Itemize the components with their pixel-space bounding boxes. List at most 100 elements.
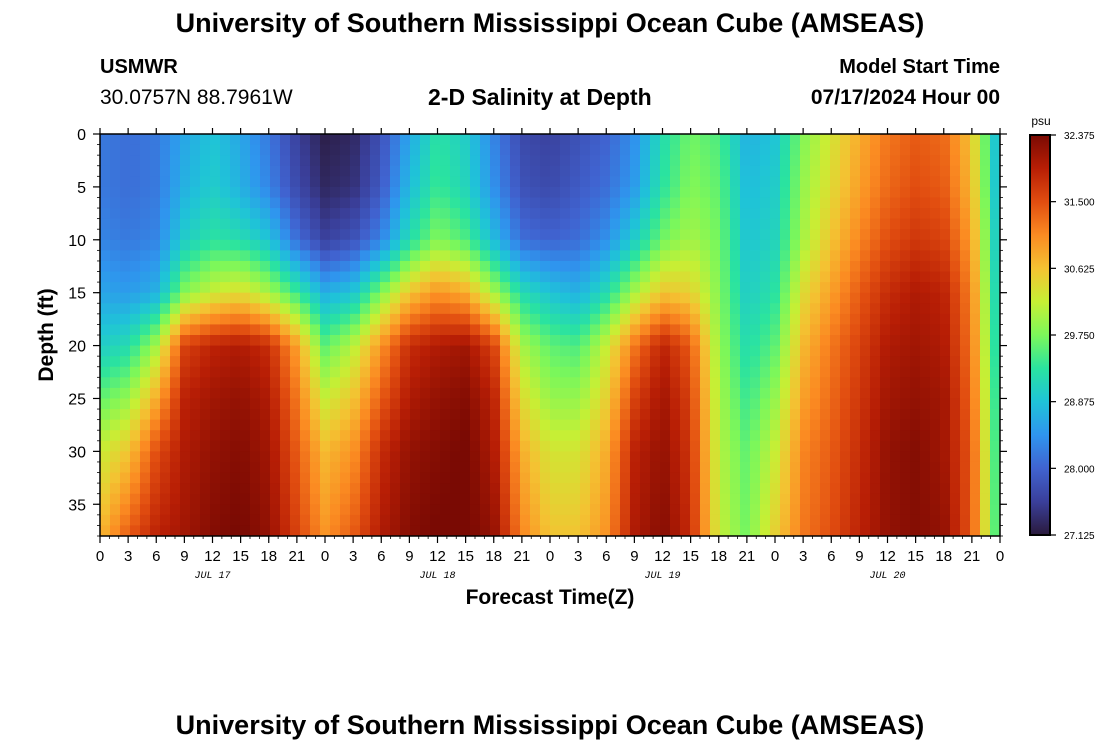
heatmap-cell [210,239,221,251]
heatmap-cell [720,440,731,452]
heatmap-cell [740,366,751,378]
heatmap-cell [890,260,901,273]
heatmap-cell [410,250,421,262]
heatmap-cell [770,260,781,273]
heatmap-cell [580,472,591,484]
heatmap-cell [860,218,871,230]
heatmap-cell [130,387,141,400]
heatmap-cell [680,483,691,495]
heatmap-cell [770,409,781,421]
heatmap-cell [850,208,861,220]
heatmap-cell [400,155,411,167]
heatmap-cell [100,377,111,389]
heatmap-cell [240,377,251,389]
heatmap-cell [480,483,491,495]
heatmap-cell [570,313,581,326]
station-id: USMWR [100,56,178,78]
x-tick-label: 9 [405,548,413,565]
heatmap-cell [630,472,641,484]
heatmap-cell [670,472,681,484]
heatmap-cell [570,197,581,209]
heatmap-cell [980,282,991,294]
colorbar [1029,134,1051,536]
heatmap-cell [370,356,381,368]
heatmap-cell [540,208,551,220]
heatmap-cell [240,282,251,294]
heatmap-cell [570,260,581,273]
y-tick-label: 5 [77,180,86,197]
heatmap-cell [730,239,741,251]
heatmap-cell [390,472,401,484]
heatmap-cell [460,303,471,315]
heatmap-cell [450,303,461,315]
heatmap-cell [300,239,311,251]
heatmap-cell [550,493,561,505]
heatmap-cell [840,208,851,220]
heatmap-cell [890,208,901,220]
heatmap-cell [910,282,921,294]
heatmap-cell [230,377,241,389]
heatmap-cell [430,229,441,241]
heatmap-cell [280,208,291,220]
heatmap-cell [620,271,631,283]
heatmap-cell [670,134,681,146]
heatmap-cell [850,335,861,347]
heatmap-cell [640,144,651,156]
heatmap-cell [570,409,581,421]
heatmap-cell [100,282,111,294]
heatmap-cell [600,197,611,209]
heatmap-cell [660,313,671,326]
heatmap-cell [580,208,591,220]
heatmap-cell [370,229,381,241]
heatmap-cell [480,134,491,146]
heatmap-cell [790,419,801,431]
heatmap-cell [200,197,211,209]
heatmap-cell [250,176,261,188]
heatmap-cell [390,398,401,410]
heatmap-cell [590,525,601,536]
heatmap-cell [590,282,601,294]
heatmap-cell [200,165,211,177]
heatmap-cell [330,440,341,452]
heatmap-cell [860,419,871,431]
heatmap-cell [680,239,691,251]
heatmap-cell [140,282,151,294]
heatmap-cell [410,229,421,241]
heatmap-cell [310,239,321,251]
heatmap-cell [130,324,141,336]
heatmap-cell [400,356,411,368]
heatmap-cell [330,335,341,347]
heatmap-cell [350,472,361,484]
heatmap-cell [860,387,871,400]
heatmap-cell [370,155,381,167]
heatmap-cell [200,250,211,262]
heatmap-cell [700,345,711,357]
heatmap-cell [170,260,181,273]
heatmap-cell [950,356,961,368]
heatmap-cell [230,324,241,336]
heatmap-cell [130,493,141,505]
heatmap-cell [350,260,361,273]
heatmap-cell [300,345,311,357]
heatmap-cell [250,461,261,474]
heatmap-cell [330,155,341,167]
heatmap-cell [480,525,491,536]
heatmap-cell [340,409,351,421]
heatmap-cell [850,387,861,400]
heatmap-cell [980,303,991,315]
heatmap-cell [120,292,131,304]
heatmap-cell [350,186,361,199]
heatmap-cell [680,419,691,431]
heatmap-cell [350,345,361,357]
heatmap-cell [250,324,261,336]
x-tick-label: 18 [485,548,502,565]
heatmap-cell [520,271,531,283]
heatmap-cell [220,366,231,378]
heatmap-cell [180,356,191,368]
heatmap-cell [320,218,331,230]
heatmap-cell [150,144,161,156]
heatmap-cell [830,335,841,347]
heatmap-cell [810,472,821,484]
heatmap-cell [810,398,821,410]
heatmap-cell [630,144,641,156]
